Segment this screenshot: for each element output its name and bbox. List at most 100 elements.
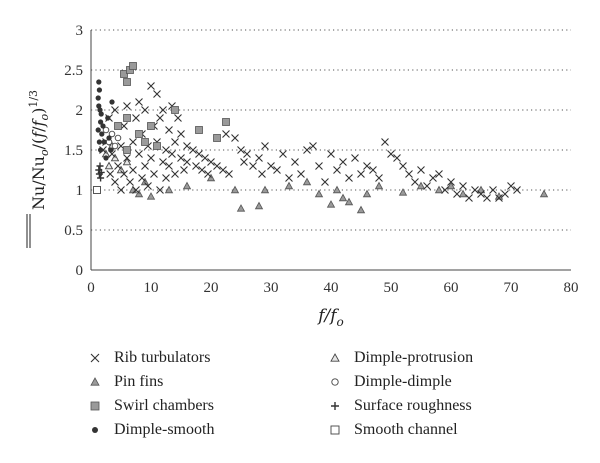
- data-point: [446, 181, 456, 190]
- data-point: [103, 155, 109, 161]
- data-point: [171, 106, 179, 114]
- legend-label: Swirl chambers: [114, 397, 214, 414]
- data-point: [459, 182, 467, 190]
- data-point: [159, 158, 167, 166]
- data-point: [132, 186, 140, 194]
- legend-label: Surface roughness: [354, 397, 472, 414]
- legend-item: Smooth channel: [328, 418, 568, 442]
- data-point: [399, 162, 407, 170]
- data-point: [147, 82, 155, 90]
- data-point: [101, 139, 107, 145]
- series-dimple-dimple: [102, 126, 122, 150]
- data-point: [97, 107, 103, 113]
- filled-circle-marker-icon: [92, 427, 98, 433]
- data-point: [96, 79, 102, 85]
- legend-marker: [90, 401, 100, 411]
- data-point: [483, 194, 491, 202]
- data-point: [369, 166, 377, 174]
- data-point: [96, 139, 103, 145]
- y-tick-label: 0.5: [64, 223, 83, 239]
- legend-marker: [90, 377, 100, 386]
- legend-item: Dimple-dimple: [328, 370, 568, 394]
- data-point: [339, 158, 347, 166]
- series-swirl-chambers: [114, 62, 230, 154]
- open-triangle-marker-icon: [330, 353, 340, 362]
- data-point: [123, 114, 131, 122]
- data-point: [96, 162, 104, 170]
- data-point: [458, 189, 468, 198]
- filled-triangle-marker-icon: [90, 377, 100, 386]
- data-point: [338, 193, 348, 202]
- data-point: [231, 134, 239, 142]
- data-point: [123, 154, 131, 162]
- legend-item: Swirl chambers: [88, 394, 328, 418]
- data-point: [374, 181, 384, 190]
- data-point: [477, 190, 485, 198]
- data-point: [222, 130, 230, 138]
- x-tick-label: 70: [504, 280, 519, 296]
- y-tick-label: 2.5: [64, 63, 83, 79]
- data-point: [441, 186, 449, 194]
- data-point: [285, 174, 293, 182]
- data-point: [447, 178, 455, 186]
- legend: Rib turbulators Pin fins Swirl chambers Dim…: [88, 346, 568, 446]
- data-point: [260, 185, 270, 194]
- data-point: [363, 162, 371, 170]
- y-tick-label: 2: [76, 103, 84, 119]
- data-point: [129, 166, 137, 174]
- data-point: [192, 162, 200, 170]
- y-tick-label: 3: [76, 23, 84, 39]
- data-point: [279, 150, 287, 158]
- data-points: [93, 62, 549, 214]
- data-point: [321, 178, 329, 186]
- data-point: [195, 126, 203, 134]
- data-point: [240, 158, 248, 166]
- data-point: [236, 204, 246, 212]
- data-point: [182, 181, 192, 190]
- data-point: [165, 126, 173, 134]
- data-point: [249, 162, 257, 170]
- open-circle-marker-icon: [331, 378, 339, 386]
- data-point: [222, 118, 230, 126]
- data-point: [171, 170, 179, 178]
- data-point: [156, 186, 164, 194]
- data-point: [162, 146, 170, 154]
- data-point: [326, 200, 336, 208]
- data-point: [357, 170, 365, 178]
- legend-label: Pin fins: [114, 373, 164, 390]
- data-point: [465, 194, 473, 202]
- data-point: [207, 158, 215, 166]
- axes: [90, 30, 571, 271]
- data-point: [174, 114, 182, 122]
- data-point: [183, 158, 191, 166]
- data-point: [168, 150, 176, 158]
- data-point: [129, 138, 137, 146]
- data-point: [362, 189, 372, 198]
- data-point: [144, 182, 152, 190]
- data-point: [171, 138, 179, 146]
- data-point: [273, 166, 281, 174]
- data-point: [126, 178, 134, 186]
- data-point: [102, 126, 110, 134]
- x-marker-icon: [90, 353, 100, 363]
- data-point: [114, 122, 122, 130]
- data-point: [411, 178, 419, 186]
- series-surface-roughness: [95, 162, 105, 182]
- data-point: [489, 186, 497, 194]
- data-point: [96, 87, 103, 93]
- data-point: [539, 189, 549, 198]
- data-point: [183, 142, 191, 150]
- data-point: [177, 130, 185, 138]
- data-point: [164, 185, 174, 194]
- legend-item: Dimple-smooth: [88, 418, 328, 442]
- series-dimple-smooth: [95, 79, 115, 161]
- data-point: [314, 189, 324, 198]
- data-point: [153, 90, 161, 98]
- data-point: [141, 106, 149, 114]
- series-smooth-channel: [93, 186, 101, 194]
- data-point: [120, 70, 128, 78]
- data-point: [471, 186, 479, 194]
- data-point: [513, 186, 521, 194]
- data-point: [104, 161, 114, 170]
- data-point: [435, 170, 443, 178]
